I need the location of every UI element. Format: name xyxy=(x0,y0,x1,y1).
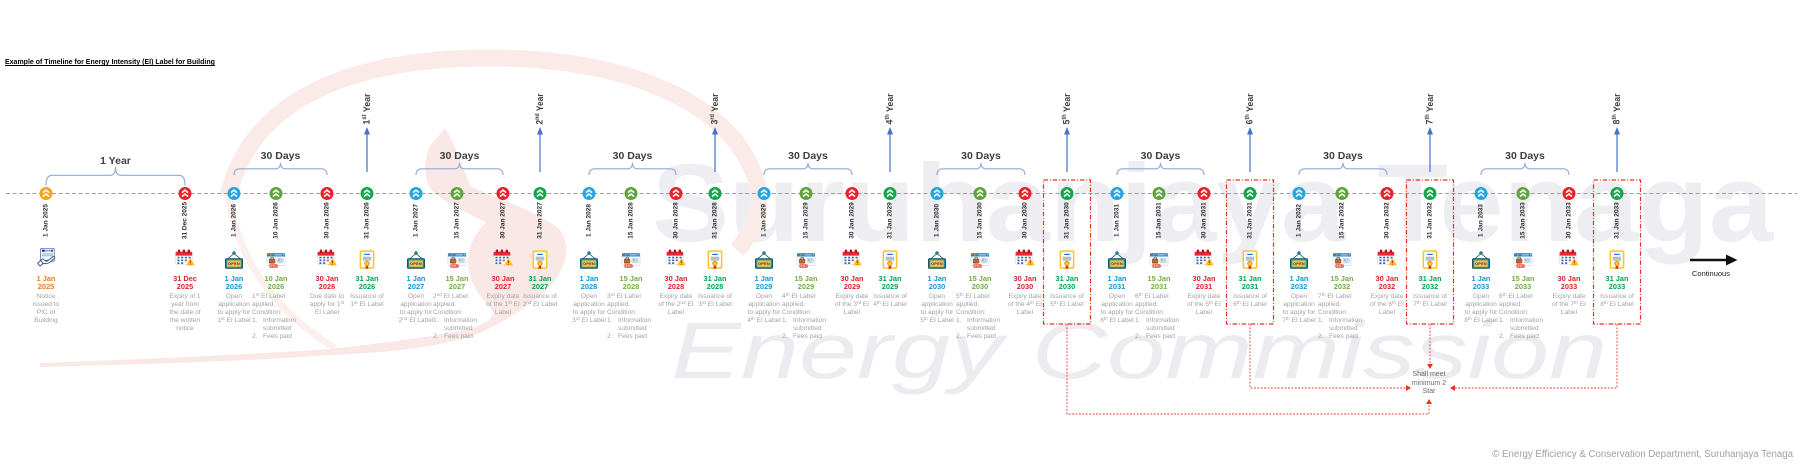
svg-text:31 Jan 2030: 31 Jan 2030 xyxy=(1064,202,1071,239)
svg-text:30 Days: 30 Days xyxy=(961,150,1001,162)
svg-text:1 Jan 2031: 1 Jan 2031 xyxy=(1114,204,1121,237)
svg-text:15 Jan 2031: 15 Jan 2031 xyxy=(1156,202,1163,239)
svg-text:15 Jan 2032: 15 Jan 2032 xyxy=(1339,202,1346,239)
svg-text:6th Year: 6th Year xyxy=(1244,93,1256,124)
svg-text:1 Jan 2033: 1 Jan 2033 xyxy=(1478,204,1485,237)
svg-text:1 Year: 1 Year xyxy=(100,155,131,167)
svg-text:15 Jan 2030: 15 Jan 2030 xyxy=(977,202,984,239)
svg-text:5th Year: 5th Year xyxy=(1061,93,1073,124)
svg-text:30 Jan 2027: 30 Jan 2027 xyxy=(500,202,507,239)
svg-text:31 Jan 2032: 31 Jan 2032 xyxy=(1427,202,1434,239)
svg-text:30 Jan 2028: 30 Jan 2028 xyxy=(673,202,680,239)
svg-text:1st Year: 1st Year xyxy=(361,93,373,124)
svg-text:7th Year: 7th Year xyxy=(1424,93,1436,124)
svg-text:30 Days: 30 Days xyxy=(1505,150,1545,162)
svg-text:31 Dec 2025: 31 Dec 2025 xyxy=(182,202,189,240)
svg-text:31 Jan 2027: 31 Jan 2027 xyxy=(537,202,544,239)
svg-text:1 Jan 2029: 1 Jan 2029 xyxy=(761,204,768,237)
svg-text:10 Jan 2026: 10 Jan 2026 xyxy=(273,202,280,239)
svg-text:2nd Year: 2nd Year xyxy=(534,93,546,124)
svg-text:30 Jan 2031: 30 Jan 2031 xyxy=(1201,202,1208,239)
svg-text:15 Jan 2028: 15 Jan 2028 xyxy=(628,202,635,239)
svg-text:30 Jan 2029: 30 Jan 2029 xyxy=(849,202,856,239)
svg-text:1 Jan 2030: 1 Jan 2030 xyxy=(934,204,941,237)
svg-text:4th Year: 4th Year xyxy=(884,93,896,124)
svg-text:3rd Year: 3rd Year xyxy=(709,93,721,124)
svg-text:30 Jan 2026: 30 Jan 2026 xyxy=(324,202,331,239)
svg-text:31 Jan 2028: 31 Jan 2028 xyxy=(712,202,719,239)
svg-text:8th Year: 8th Year xyxy=(1611,93,1623,124)
svg-text:1 Jan 2032: 1 Jan 2032 xyxy=(1296,204,1303,237)
svg-text:30 Days: 30 Days xyxy=(613,150,653,162)
svg-text:30 Days: 30 Days xyxy=(261,150,301,162)
svg-text:30 Days: 30 Days xyxy=(440,150,480,162)
svg-text:31 Jan 2031: 31 Jan 2031 xyxy=(1247,202,1254,239)
svg-text:31 Jan 2026: 31 Jan 2026 xyxy=(364,202,371,239)
svg-text:31 Jan 2033: 31 Jan 2033 xyxy=(1614,202,1621,239)
svg-text:30 Jan 2033: 30 Jan 2033 xyxy=(1566,202,1573,239)
svg-text:31 Jan 2029: 31 Jan 2029 xyxy=(887,202,894,239)
svg-text:1 Jan 2025: 1 Jan 2025 xyxy=(43,204,50,237)
svg-text:1 Jan 2026: 1 Jan 2026 xyxy=(231,204,238,237)
svg-text:15 Jan 2029: 15 Jan 2029 xyxy=(803,202,810,239)
svg-text:1 Jan 2027: 1 Jan 2027 xyxy=(413,204,420,237)
svg-text:15 Jan 2027: 15 Jan 2027 xyxy=(454,202,461,239)
svg-text:30 Days: 30 Days xyxy=(788,150,828,162)
svg-text:30 Days: 30 Days xyxy=(1141,150,1181,162)
svg-text:15 Jan 2033: 15 Jan 2033 xyxy=(1520,202,1527,239)
svg-text:30 Jan 2030: 30 Jan 2030 xyxy=(1022,202,1029,239)
svg-text:1 Jan 2028: 1 Jan 2028 xyxy=(586,204,593,237)
svg-text:30 Jan 2032: 30 Jan 2032 xyxy=(1384,202,1391,239)
svg-text:30 Days: 30 Days xyxy=(1323,150,1363,162)
